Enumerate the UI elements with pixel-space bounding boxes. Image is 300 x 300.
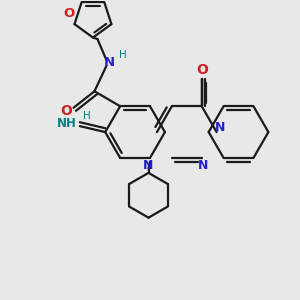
Text: N: N: [214, 121, 225, 134]
Text: N: N: [198, 159, 208, 172]
Text: H: H: [83, 111, 91, 121]
Text: N: N: [143, 159, 154, 172]
Text: N: N: [104, 56, 115, 69]
Text: O: O: [60, 104, 72, 118]
Text: NH: NH: [56, 117, 76, 130]
Text: O: O: [63, 7, 75, 20]
Text: O: O: [196, 63, 208, 77]
Text: H: H: [119, 50, 127, 61]
